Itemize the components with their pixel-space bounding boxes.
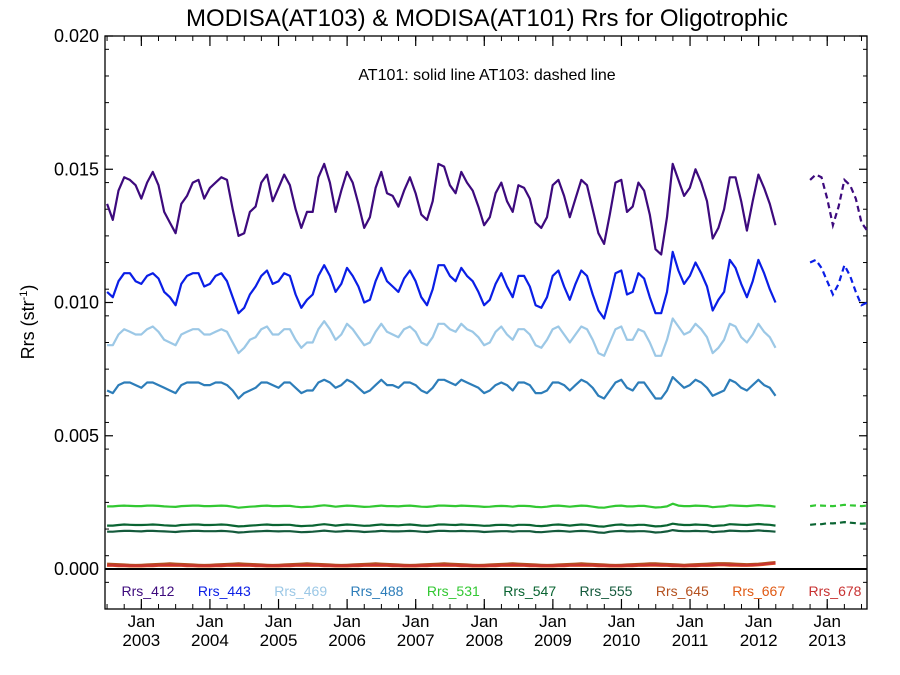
x-tick-year-label: 2007 xyxy=(397,631,435,650)
legend-label-Rrs_547: Rrs_547 xyxy=(503,583,556,599)
series-layer xyxy=(105,162,869,571)
line-style-note: AT101: solid line AT103: dashed line xyxy=(358,67,615,84)
y-axis-label-main: Rrs (str xyxy=(18,300,38,359)
legend-label-Rrs_678: Rrs_678 xyxy=(809,583,862,599)
x-tick-year-label: 2005 xyxy=(260,631,298,650)
series-line-Rrs_412 xyxy=(106,162,777,256)
legend-label-Rrs_667: Rrs_667 xyxy=(732,583,785,599)
x-tick-month-label: Jan xyxy=(333,612,360,631)
x-tick-year-label: 2008 xyxy=(465,631,503,650)
chart-title: MODISA(AT103) & MODISA(AT101) Rrs for Ol… xyxy=(186,5,788,32)
x-tick-month-label: Jan xyxy=(745,612,772,631)
x-tick-year-label: 2013 xyxy=(808,631,846,650)
y-tick-label: 0.005 xyxy=(54,426,99,446)
x-tick-year-label: 2012 xyxy=(740,631,778,650)
series-line-Rrs_531 xyxy=(107,502,776,509)
x-tick-year-label: 2011 xyxy=(672,631,709,650)
series-line-Rrs_645 xyxy=(107,561,776,567)
y-axis: 0.000 0.005 0.010 0.015 0.020 xyxy=(54,26,867,610)
legend-label-Rrs_645: Rrs_645 xyxy=(656,583,709,599)
x-tick-month-label: Jan xyxy=(471,612,498,631)
dashed-line-Rrs_412 xyxy=(809,173,869,232)
legend-label-Rrs_531: Rrs_531 xyxy=(427,583,480,599)
legend: Rrs_412 Rrs_443 Rrs_469 Rrs_488 Rrs_531 Rrs_5… xyxy=(122,583,862,599)
dashed-line-Rrs_547 xyxy=(809,520,868,526)
legend-label-Rrs_555: Rrs_555 xyxy=(580,583,633,599)
y-tick-label: 0.000 xyxy=(54,559,99,579)
x-tick-month-label: Jan xyxy=(265,612,292,631)
series-line-Rrs_488 xyxy=(106,376,777,400)
dashed-line-Rrs_531 xyxy=(809,503,868,508)
series-line-Rrs_469 xyxy=(107,317,777,357)
y-tick-label: 0.020 xyxy=(54,26,99,46)
legend-label-Rrs_469: Rrs_469 xyxy=(274,583,327,599)
legend-label-Rrs_443: Rrs_443 xyxy=(198,583,251,599)
x-tick-month-label: Jan xyxy=(676,612,703,631)
x-tick-month-label: Jan xyxy=(196,612,223,631)
y-axis-label-superscript: -1 xyxy=(18,291,30,301)
series-line-Rrs_678 xyxy=(107,562,776,567)
x-tick-month-label: Jan xyxy=(402,612,429,631)
x-axis: Jan2003Jan2004Jan2005Jan2006Jan2007Jan20… xyxy=(106,36,863,650)
legend-label-Rrs_488: Rrs_488 xyxy=(351,583,404,599)
x-tick-month-label: Jan xyxy=(814,612,841,631)
series-line-Rrs_547 xyxy=(107,522,776,528)
y-axis-label: Rrs (str-1) xyxy=(18,285,38,360)
x-tick-year-label: 2010 xyxy=(603,631,641,650)
dashed-line-Rrs_443 xyxy=(809,258,868,307)
x-tick-year-label: 2003 xyxy=(122,631,160,650)
y-axis-label-close: ) xyxy=(18,285,38,291)
x-tick-year-label: 2009 xyxy=(534,631,572,650)
series-line-Rrs_443 xyxy=(106,250,777,320)
y-tick-label: 0.010 xyxy=(54,293,99,313)
x-tick-month-label: Jan xyxy=(539,612,566,631)
x-tick-year-label: 2006 xyxy=(328,631,366,650)
x-tick-month-label: Jan xyxy=(608,612,635,631)
y-tick-label: 0.015 xyxy=(54,159,99,179)
x-tick-month-label: Jan xyxy=(128,612,155,631)
plot-frame xyxy=(104,35,868,610)
x-tick-year-label: 2004 xyxy=(191,631,229,650)
series-line-Rrs_555 xyxy=(107,528,776,534)
legend-label-Rrs_412: Rrs_412 xyxy=(122,583,175,599)
